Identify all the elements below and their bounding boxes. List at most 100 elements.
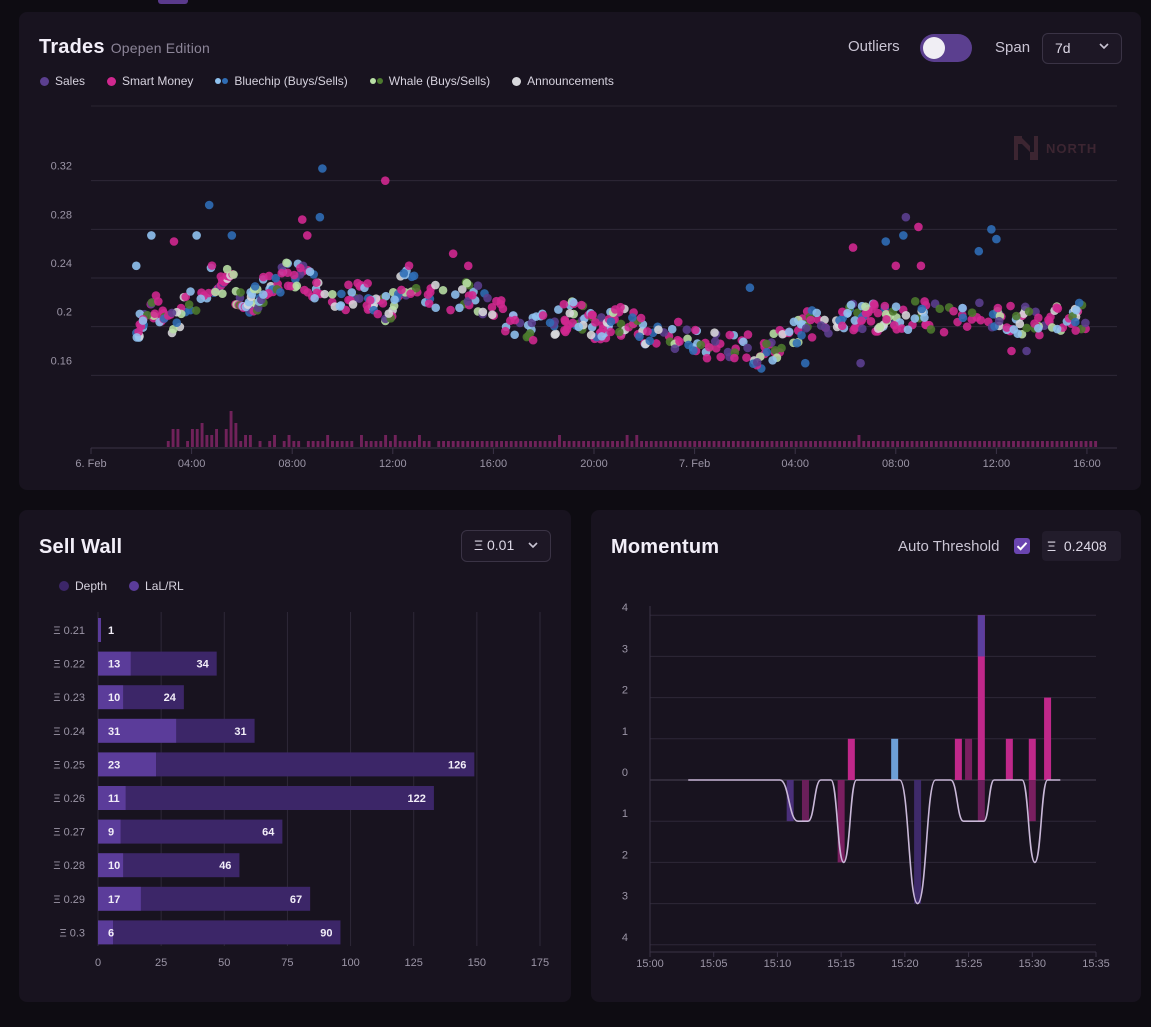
volume-bar	[775, 441, 779, 447]
trade-point	[762, 347, 772, 357]
volume-bar	[1021, 441, 1025, 447]
volume-bar	[186, 441, 190, 447]
volume-bar	[166, 441, 170, 447]
y-tick-label: 2	[622, 849, 628, 861]
volume-bar	[693, 441, 697, 447]
volume-bar	[1007, 441, 1011, 447]
trade-point	[910, 296, 920, 306]
legend-smart-money[interactable]: Smart Money	[107, 74, 193, 88]
trade-point	[337, 289, 346, 299]
volume-bar	[190, 429, 194, 447]
volume-bar	[746, 441, 750, 447]
volume-bar	[591, 441, 595, 447]
trade-point	[545, 318, 555, 328]
outliers-toggle[interactable]	[920, 34, 972, 62]
trade-point	[1013, 329, 1023, 339]
trade-point	[438, 285, 448, 295]
trade-point	[597, 332, 607, 341]
legend-whale[interactable]: Whale (Buys/Sells)	[369, 74, 490, 88]
trades-title: Trades	[39, 36, 105, 58]
trade-point	[696, 340, 706, 350]
trade-point	[890, 320, 899, 330]
volume-bar	[577, 441, 581, 447]
volume-bar	[929, 441, 933, 447]
volume-bar	[311, 441, 315, 447]
volume-bar	[176, 429, 180, 447]
watermark-logo: NORTH	[1012, 132, 1097, 164]
volume-bar	[1012, 441, 1015, 447]
category-label: Ξ 0.3	[60, 927, 86, 939]
volume-bar	[446, 441, 450, 447]
trade-point	[880, 301, 890, 311]
trade-point	[305, 267, 315, 276]
legend-lal-rl[interactable]: LaL/RL	[129, 579, 184, 593]
trade-point	[739, 337, 748, 347]
trade-point	[227, 231, 237, 240]
auto-threshold-checkbox[interactable]	[1014, 538, 1030, 554]
volume-bar	[843, 441, 846, 447]
trade-point	[881, 237, 891, 246]
trade-point	[455, 303, 464, 313]
volume-bar	[582, 441, 586, 447]
category-label: Ξ 0.25	[53, 759, 85, 771]
volume-bar	[659, 441, 663, 447]
volume-bar	[823, 441, 827, 447]
trade-point	[673, 317, 683, 327]
legend-sales[interactable]: Sales	[40, 74, 85, 88]
legend-bluechip[interactable]: Bluechip (Buys/Sells)	[215, 74, 348, 88]
bucket-select[interactable]: Ξ 0.01	[461, 530, 551, 562]
trade-point	[483, 293, 492, 303]
depth-dot-icon	[59, 581, 69, 591]
volume-bar	[852, 441, 856, 447]
span-select[interactable]: 7d	[1042, 33, 1122, 64]
volume-bar	[673, 441, 677, 447]
trade-point	[1070, 317, 1080, 327]
volume-bar	[321, 441, 325, 447]
trade-point	[670, 344, 680, 353]
volume-bar	[1050, 441, 1054, 447]
span-label: Span	[995, 39, 1031, 56]
trade-point	[920, 313, 929, 322]
trade-point	[689, 346, 698, 355]
depth-bar	[130, 651, 217, 676]
depth-value: 24	[164, 692, 177, 704]
legend-announcements[interactable]: Announcements	[512, 74, 614, 88]
depth-value: 122	[408, 793, 426, 805]
trade-point	[259, 290, 268, 299]
trade-point	[381, 291, 391, 301]
volume-bar	[635, 435, 639, 447]
threshold-input[interactable]: Ξ 0.2408	[1042, 531, 1121, 561]
volume-bar	[727, 441, 730, 447]
trade-point	[399, 268, 409, 278]
trade-point	[218, 289, 227, 298]
trade-point	[312, 278, 321, 287]
trade-point	[132, 333, 142, 342]
depth-value: 90	[320, 927, 332, 939]
category-label: Ξ 0.27	[53, 827, 85, 839]
legend-depth[interactable]: Depth	[59, 579, 107, 593]
trade-point	[406, 289, 415, 299]
x-tick-label: 20:00	[580, 458, 608, 470]
whale-dots-icon	[369, 78, 383, 84]
trade-point	[236, 288, 245, 297]
x-tick-label: 125	[405, 957, 423, 969]
volume-bar	[958, 441, 962, 447]
x-tick-label: 15:30	[1019, 958, 1047, 970]
volume-bar	[1055, 441, 1059, 447]
volume-bar	[1036, 441, 1040, 447]
volume-bar	[495, 441, 499, 447]
trade-point	[598, 324, 608, 334]
trade-point	[292, 281, 302, 291]
trade-point	[994, 316, 1004, 326]
volume-bar	[741, 441, 745, 447]
volume-bar	[533, 441, 537, 447]
volume-bar	[562, 441, 566, 447]
volume-bar	[529, 441, 532, 447]
volume-bar	[987, 441, 991, 447]
depth-bar	[120, 819, 283, 844]
trade-point	[846, 300, 856, 310]
north-logo-icon	[1014, 136, 1038, 160]
momentum-bar	[847, 738, 855, 780]
volume-bar	[838, 441, 842, 447]
volume-bar	[398, 441, 402, 447]
